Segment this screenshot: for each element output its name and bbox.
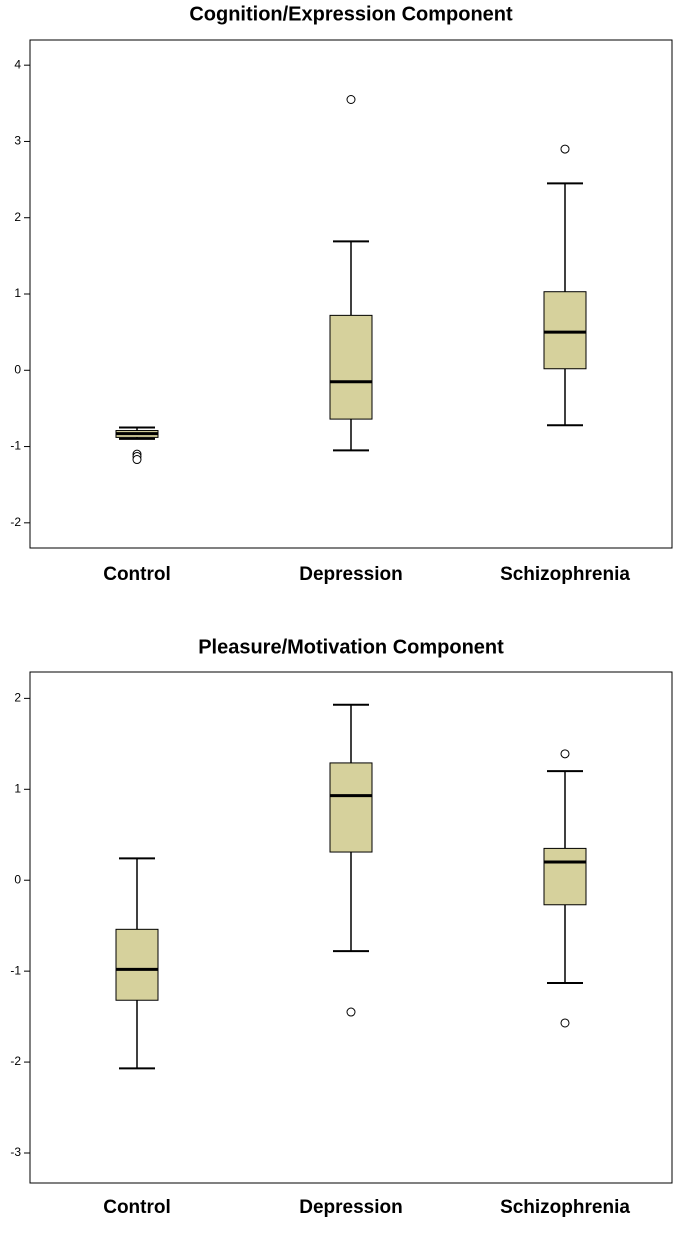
box	[329, 762, 373, 853]
y-tick-label: -1	[10, 439, 21, 453]
y-tick-label: -3	[10, 1145, 21, 1159]
box	[329, 314, 373, 420]
y-tick-label: 0	[14, 872, 21, 886]
y-tick-label: -1	[10, 963, 21, 977]
y-tick-label: 0	[14, 362, 21, 376]
x-tick-label: Control	[103, 1197, 171, 1218]
y-tick-label: 1	[14, 781, 21, 795]
y-tick-label: 2	[14, 691, 21, 705]
outlier	[346, 1007, 356, 1017]
outlier	[560, 1018, 570, 1028]
outlier	[132, 455, 142, 465]
y-tick-label: 3	[14, 134, 21, 148]
y-tick-label: -2	[10, 515, 21, 529]
x-tick-label: Depression	[299, 1197, 402, 1218]
box	[115, 928, 159, 1001]
outlier	[560, 749, 570, 759]
box	[543, 291, 587, 370]
x-tick-label: Schizophrenia	[500, 564, 630, 585]
outlier	[560, 144, 570, 154]
chart-title: Pleasure/Motivation Component	[198, 636, 504, 658]
box	[543, 847, 587, 906]
x-tick-label: Control	[103, 564, 171, 585]
plot-frame	[29, 671, 673, 1184]
y-tick-label: 2	[14, 210, 21, 224]
y-tick-label: -2	[10, 1054, 21, 1068]
chart-title: Cognition/Expression Component	[189, 3, 513, 25]
y-tick-label: 1	[14, 286, 21, 300]
x-tick-label: Depression	[299, 564, 402, 585]
x-tick-label: Schizophrenia	[500, 1197, 630, 1218]
outlier	[346, 94, 356, 104]
y-tick-label: 4	[14, 57, 21, 71]
